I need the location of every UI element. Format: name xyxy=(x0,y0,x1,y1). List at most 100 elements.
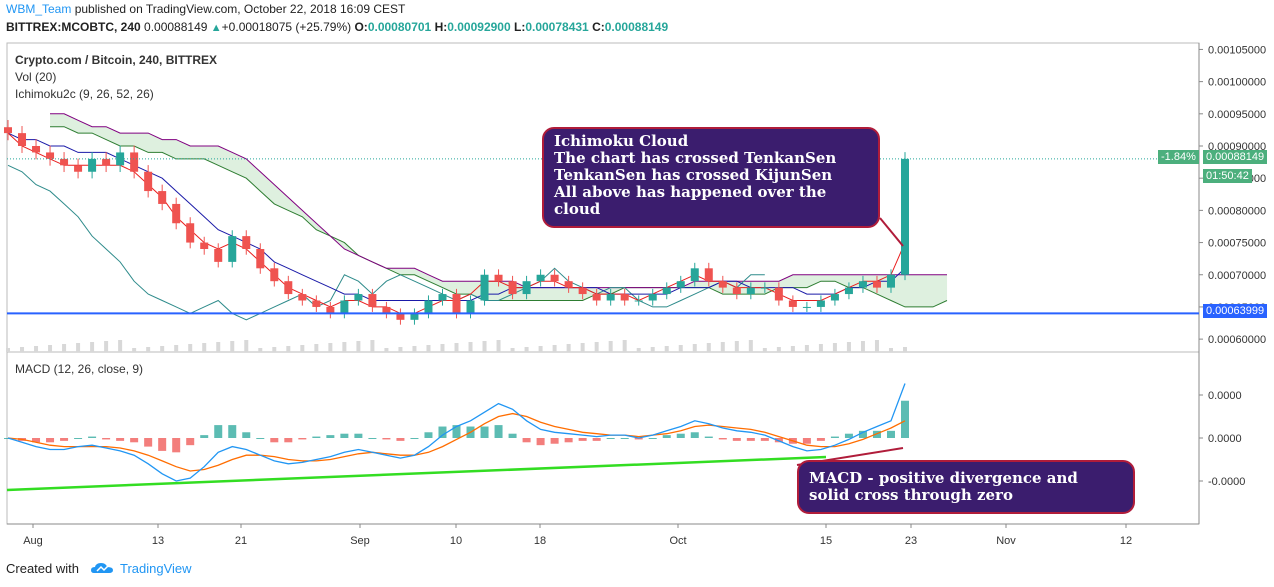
macd-callout: MACD - positive divergence and solid cro… xyxy=(797,460,1135,514)
volume-bar xyxy=(678,345,683,352)
volume-bar xyxy=(580,343,585,352)
volume-bar xyxy=(202,343,207,352)
candle-body xyxy=(816,300,825,307)
volume-bar xyxy=(860,341,865,352)
change-value: +0.00018075 (+25.79%) xyxy=(221,20,352,34)
volume-bar xyxy=(482,341,487,352)
candle-body xyxy=(326,306,335,314)
volume-bar xyxy=(818,344,823,352)
candle-body xyxy=(704,268,713,282)
candle-body xyxy=(690,268,699,282)
last-price-tag: 0.00088149 xyxy=(1203,150,1268,164)
high-value: 0.00092900 xyxy=(447,20,511,34)
candle-body xyxy=(438,294,447,301)
macd-histogram-bar xyxy=(844,433,853,438)
volume-bar xyxy=(692,344,697,352)
candle-body xyxy=(606,294,615,301)
footer: Created with TradingView xyxy=(6,561,192,576)
macd-histogram-bar xyxy=(676,433,685,438)
volume-bar xyxy=(412,346,417,352)
tradingview-link[interactable]: TradingView xyxy=(120,561,192,576)
macd-signal-line xyxy=(7,412,906,472)
macd-histogram-bar xyxy=(368,438,377,439)
candle-body xyxy=(802,306,811,308)
high-label: H: xyxy=(434,20,448,34)
macd-histogram-bar xyxy=(746,438,755,441)
macd-legend[interactable]: MACD (12, 26, close, 9) xyxy=(15,362,144,376)
candle-body xyxy=(452,294,461,314)
candle-body xyxy=(774,287,783,301)
volume-bar xyxy=(174,345,179,352)
ichimoku-legend[interactable]: Ichimoku2c (9, 26, 52, 26) xyxy=(15,87,154,101)
macd-histogram-bar xyxy=(228,425,237,438)
ichimoku-callout-line: cloud xyxy=(554,200,601,218)
macd-histogram-bar xyxy=(774,438,783,443)
candle-body xyxy=(396,313,405,320)
candle-body xyxy=(578,287,587,295)
volume-bar xyxy=(650,347,655,352)
divergence-trendline xyxy=(6,455,827,492)
open-value: 0.00080701 xyxy=(367,20,432,34)
candle-body xyxy=(508,281,517,295)
macd-histogram-bar xyxy=(760,438,769,441)
candle-body xyxy=(620,294,629,301)
macd-histogram-bar xyxy=(410,438,419,439)
candle-body xyxy=(648,294,657,301)
macd-y-tick-label: 0.0000 xyxy=(1208,390,1242,402)
up-arrow-icon: ▲ xyxy=(210,22,222,34)
x-tick-label: 12 xyxy=(1120,535,1132,547)
volume-bar xyxy=(286,346,291,352)
x-tick-label: 15 xyxy=(820,535,832,547)
volume-bar xyxy=(62,344,67,352)
volume-bar xyxy=(244,340,249,352)
volume-bar xyxy=(454,343,459,352)
candle-body xyxy=(760,287,769,289)
macd-histogram-bar xyxy=(480,426,489,438)
candle-body xyxy=(662,287,671,295)
candle-body xyxy=(158,191,167,204)
volume-bar xyxy=(538,346,543,352)
volume-legend[interactable]: Vol (20) xyxy=(15,70,57,84)
macd-histogram-bar xyxy=(536,438,545,446)
y-tick-label: 0.00080000 xyxy=(1208,205,1266,217)
close-value: 0.00088149 xyxy=(604,20,669,34)
macd-histogram-bar xyxy=(634,438,643,440)
volume-bar xyxy=(594,342,599,352)
x-tick-label: Sep xyxy=(350,535,370,547)
candle-body xyxy=(18,133,27,146)
candle-body xyxy=(312,300,321,307)
volume-bar xyxy=(888,348,893,352)
x-tick-label: 21 xyxy=(235,535,247,547)
volume-bar xyxy=(384,348,389,352)
candle-body xyxy=(746,287,755,295)
candle-body xyxy=(872,281,881,288)
candle-body xyxy=(60,158,69,166)
x-tick-label: 13 xyxy=(152,535,164,547)
volume-bar xyxy=(300,345,305,352)
macd-histogram-bar xyxy=(494,425,503,438)
candle-body xyxy=(634,300,643,302)
macd-histogram-bar xyxy=(718,438,727,440)
chart-title: Crypto.com / Bitcoin, 240, BITTREX xyxy=(15,53,218,67)
volume-bar xyxy=(132,348,137,352)
candle-body xyxy=(102,158,111,166)
ichimoku-callout-line: Ichimoku Cloud xyxy=(554,132,689,150)
macd-histogram-bar xyxy=(144,438,153,447)
macd-histogram-bar xyxy=(172,438,181,453)
volume-bar xyxy=(524,347,529,352)
macd-histogram-bar xyxy=(508,433,517,438)
macd-y-tick-label: 0.0000 xyxy=(1208,433,1242,445)
macd-histogram-bar xyxy=(382,438,391,440)
macd-histogram-bar xyxy=(901,400,909,438)
macd-histogram-bar xyxy=(32,438,41,443)
author-link[interactable]: WBM_Team xyxy=(6,2,72,16)
macd-y-tick-label: -0.0000 xyxy=(1208,476,1245,488)
ichimoku-callout-pointer xyxy=(879,217,904,247)
volume-bar xyxy=(160,346,165,352)
candle-body xyxy=(901,158,909,275)
open-label: O: xyxy=(354,20,368,34)
candle-body xyxy=(382,306,391,314)
candle-body xyxy=(788,300,797,307)
candle-body xyxy=(550,274,559,282)
macd-histogram-bar xyxy=(214,425,223,438)
